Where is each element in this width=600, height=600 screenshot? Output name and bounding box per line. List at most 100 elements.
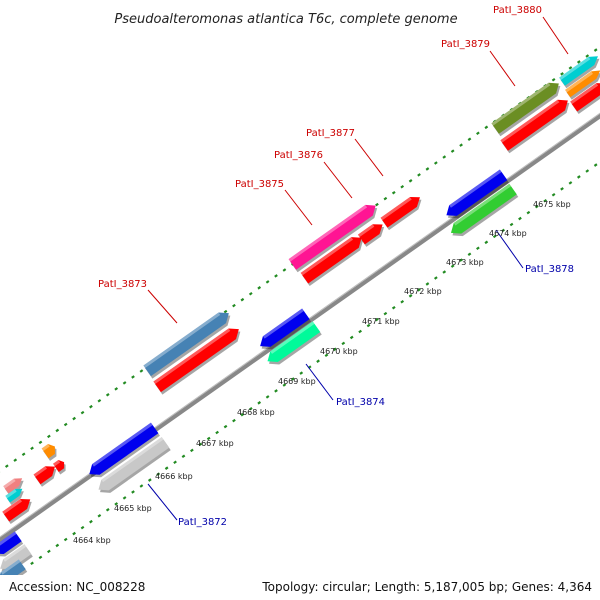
tick-mark [97,513,102,518]
tick-mark [122,381,127,385]
tick-mark [30,446,34,451]
partial-gene-cyan [5,488,24,505]
tick-mark [551,78,556,82]
gene-3876-cds-body [357,224,383,245]
tick-mark [80,410,85,415]
gene-3876-cds-highlight [357,224,375,238]
tick-mark [450,149,455,153]
tick-mark [459,143,463,147]
gene-3879-cds-highlight [500,99,560,143]
tick-mark [333,347,337,352]
gene-3873-ribbon [143,312,231,379]
tick-mark [274,389,278,393]
gene-3874-ribbon-highlight [262,308,304,339]
gene-3874-ribbon-body [260,308,310,347]
partial-gene-blue-highlight [0,531,17,546]
tick-mark [501,228,505,233]
gene-3880-cds-body [570,83,600,112]
partial-gene-gray-body [0,544,32,570]
gene-3872-cds-body [98,437,170,491]
partial-gene-gray [0,544,33,572]
tick-mark [534,204,539,209]
kbp-label: 4674 kbp [489,229,527,238]
tick-mark [467,252,472,256]
tick-mark [13,458,18,462]
tick-mark [6,580,8,582]
gene-3878-cds [450,183,519,237]
genome-stats-text: Topology: circular; Length: 5,187,005 bp… [262,580,592,594]
leader-3874 [305,363,334,401]
tick-mark [484,125,489,130]
tick-mark [526,210,531,215]
gene-3880-cds [570,83,600,114]
gene-3875-ribbon-body [288,204,376,270]
tick-mark [476,131,480,136]
kbp-label: 4665 kbp [114,504,152,513]
gene-3872-ribbon-highlight [92,422,153,467]
tick-mark [375,202,379,207]
tick-mark [97,398,102,403]
tick-mark [585,169,590,173]
tick-mark [114,502,119,506]
gene-3879-ribbon-highlight [491,82,551,126]
tick-mark [47,434,51,439]
gene-3880-ribbon [559,56,600,89]
tick-mark [509,222,514,227]
gene-3880-ribbon-highlight [559,56,591,81]
partial-gene-steel-highlight [0,559,21,575]
map-title: Pseudoalteromonas atlantica T6c, complet… [114,12,457,27]
tick-mark [223,309,228,314]
tick-mark [72,531,76,536]
tick-mark [450,264,455,268]
gene-3875-ribbon [288,204,378,273]
leader-3879 [489,50,516,87]
tick-mark [206,436,211,441]
partial-gene-pink-highlight [3,478,16,489]
tick-mark [543,198,548,203]
tick-mark [433,161,438,165]
tick-mark [324,353,329,358]
gene-3878-ribbon [446,169,509,219]
tick-mark [173,460,177,465]
tick-mark [459,258,463,262]
partial-gene-blue [0,531,24,557]
tick-mark [72,416,76,421]
gene-label-3872: PatI_3872 [178,517,227,528]
tick-mark [131,375,135,379]
tick-mark [232,418,236,423]
gene-3875-cds [300,237,364,287]
gene-3873-ribbon-body [143,312,229,377]
tick-mark [408,179,413,183]
kbp-label: 4664 kbp [73,536,111,545]
gene-3872-ribbon-body [89,422,159,475]
gene-label-3877: PatI_3877 [306,128,355,139]
tick-mark [585,54,590,58]
gene-3878-ribbon-highlight [449,169,502,208]
tick-mark [265,395,270,399]
tick-mark [105,508,110,512]
gene-3873-cds-body [153,328,239,393]
tick-mark [215,430,219,435]
gene-3879-cds [500,99,570,154]
tick-mark [164,466,169,470]
tick-mark [198,442,203,447]
tick-mark [30,561,34,566]
tick-mark [63,537,68,542]
gene-label-3878: PatI_3878 [525,264,574,275]
tick-mark [576,60,581,64]
kbp-label: 4672 kbp [404,287,442,296]
tick-mark [105,393,110,397]
kbp-label: 4669 kbp [278,377,316,386]
gene-3874-cds-highlight [270,321,315,354]
tick-mark [425,167,430,171]
tick-mark [223,424,228,429]
partial-gene-cyan-highlight [5,489,17,499]
forward-gene-labels: PatI_3873 PatI_3875 PatI_3876 PatI_3877 … [98,5,542,290]
tick-mark [139,369,144,373]
tick-mark [156,472,161,476]
leader-3876 [323,161,353,199]
partial-gene-gray-highlight [3,544,27,562]
gene-3874-ribbon [260,308,312,350]
gene-3879-ribbon-body [491,82,559,134]
